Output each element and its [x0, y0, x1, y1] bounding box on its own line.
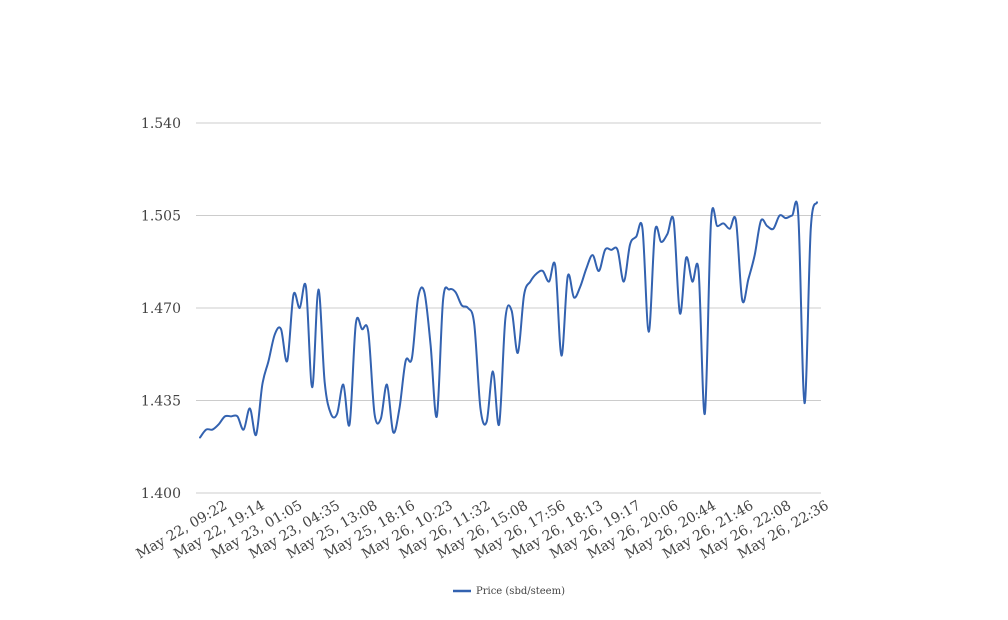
y-tick-label: 1.400: [141, 486, 181, 502]
series-line: [199, 200, 818, 439]
y-tick-label: 1.435: [141, 394, 181, 410]
series-lines: [199, 200, 818, 439]
y-tick-label: 1.470: [141, 301, 181, 317]
legend: Price (sbd/steem): [453, 586, 565, 597]
y-tick-label: 1.540: [141, 116, 181, 132]
y-tick-label: 1.505: [141, 209, 181, 225]
legend-label: Price (sbd/steem): [476, 586, 565, 597]
gridlines: [196, 122, 821, 494]
y-axis-tick-labels: 1.400 1.435 1.470 1.505 1.540: [141, 116, 181, 502]
